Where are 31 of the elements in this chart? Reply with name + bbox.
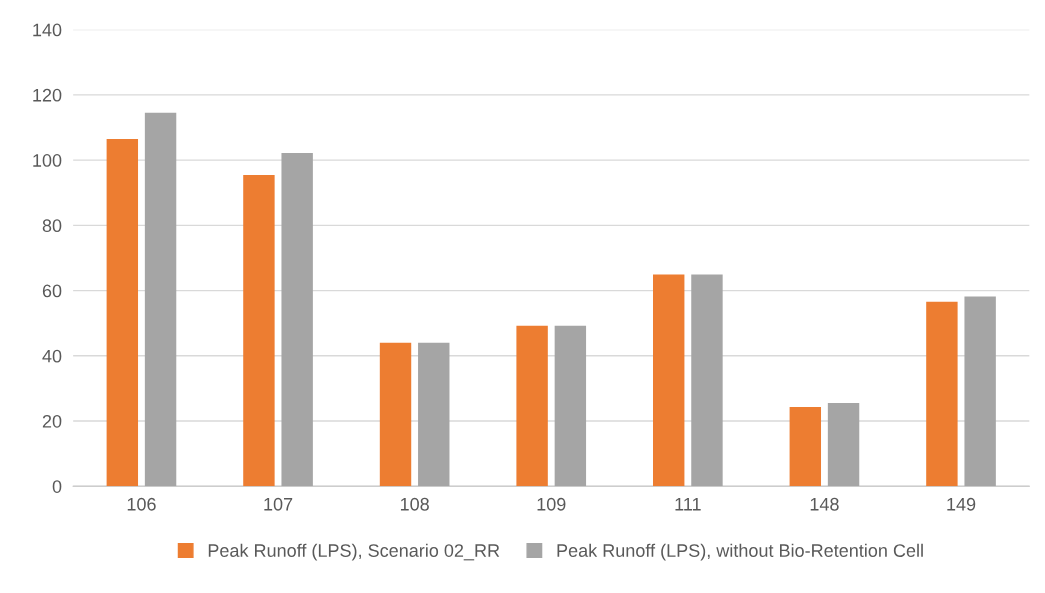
bar xyxy=(653,274,685,487)
x-tick-label: 149 xyxy=(947,497,976,511)
legend-label: Peak Runoff (LPS), without Bio-Retention Cell xyxy=(557,543,923,561)
y-tick-label: 140 xyxy=(33,23,62,37)
y-tick-label: 0 xyxy=(52,480,62,493)
x-tick-label: 106 xyxy=(127,497,156,511)
bar xyxy=(516,325,548,487)
y-tick-label: 40 xyxy=(42,349,62,363)
bar xyxy=(964,296,996,487)
y-tick-label: 60 xyxy=(42,284,62,298)
bar xyxy=(554,325,587,487)
bar xyxy=(926,301,958,487)
bar xyxy=(144,112,177,487)
x-tick-label: 108 xyxy=(400,497,429,511)
bar xyxy=(106,138,139,487)
y-tick-label: 20 xyxy=(42,414,62,428)
x-tick-label: 109 xyxy=(537,497,566,511)
x-tick-label: 107 xyxy=(264,497,293,511)
bar xyxy=(379,342,412,487)
y-tick-label: 80 xyxy=(42,219,62,233)
bar xyxy=(281,152,313,487)
bar xyxy=(691,274,723,487)
y-tick-label: 120 xyxy=(33,88,62,102)
legend-label: Peak Runoff (LPS), Scenario 02_RR xyxy=(208,543,500,561)
bar xyxy=(243,175,275,487)
y-tick-label: 100 xyxy=(33,154,62,167)
bar xyxy=(827,403,860,487)
x-tick-label: 148 xyxy=(810,497,839,511)
x-tick-label: 111 xyxy=(675,498,701,511)
bar xyxy=(789,407,822,487)
bar xyxy=(418,342,450,487)
